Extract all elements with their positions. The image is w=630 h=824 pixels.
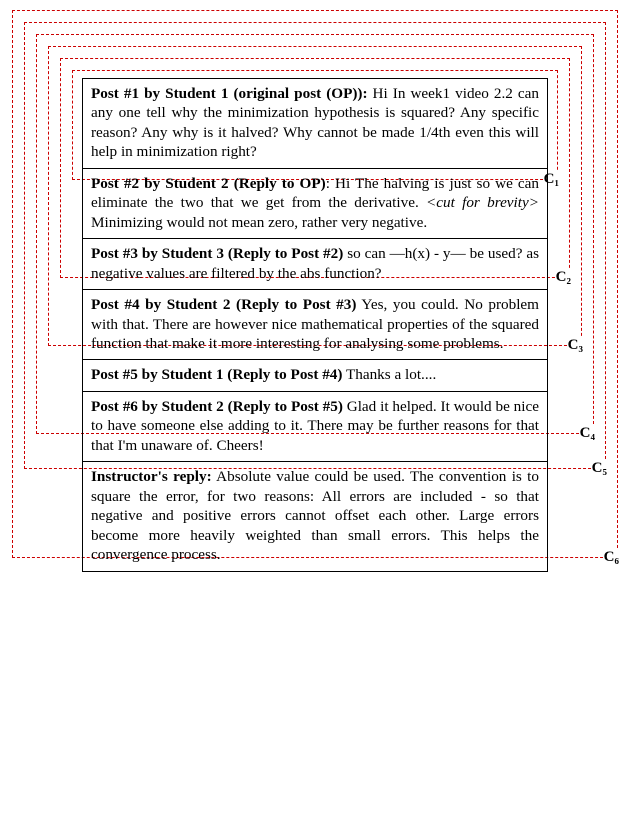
post-5: Post #5 by Student 1 (Reply to Post #4) … [83,360,547,391]
context-label-c6: C₆ [603,549,620,566]
context-label-c3: C₃ [567,337,584,354]
posts-container: Post #1 by Student 1 (original post (OP)… [82,78,548,572]
post-6-header: Post #6 by Student 2 (Reply to Post #5) [91,398,343,415]
post-2-body-post: Minimizing would not mean zero, rather v… [91,214,427,231]
instructor-reply: Instructor's reply: Absolute value could… [83,462,547,571]
post-2-header: Post #2 by Student 2 (Reply to OP) [91,175,326,192]
post-2-body-italic: <cut for brevity> [426,194,539,211]
post-1: Post #1 by Student 1 (original post (OP)… [83,79,547,169]
post-4-header: Post #4 by Student 2 (Reply to Post #3) [91,296,356,313]
post-6: Post #6 by Student 2 (Reply to Post #5) … [83,392,547,462]
context-label-c5: C₅ [591,460,608,477]
context-label-c4: C₄ [579,425,596,442]
post-5-header: Post #5 by Student 1 (Reply to Post #4) [91,366,342,383]
post-2: Post #2 by Student 2 (Reply to OP): Hi T… [83,169,547,239]
post-5-body: Thanks a lot.... [342,366,436,383]
post-4: Post #4 by Student 2 (Reply to Post #3) … [83,290,547,360]
post-1-header: Post #1 by Student 1 (original post (OP)… [91,85,368,102]
post-3-header: Post #3 by Student 3 (Reply to Post #2) [91,245,343,262]
context-label-c2: C₂ [555,269,572,286]
post-3: Post #3 by Student 3 (Reply to Post #2) … [83,239,547,290]
instructor-reply-header: Instructor's reply: [91,468,212,485]
